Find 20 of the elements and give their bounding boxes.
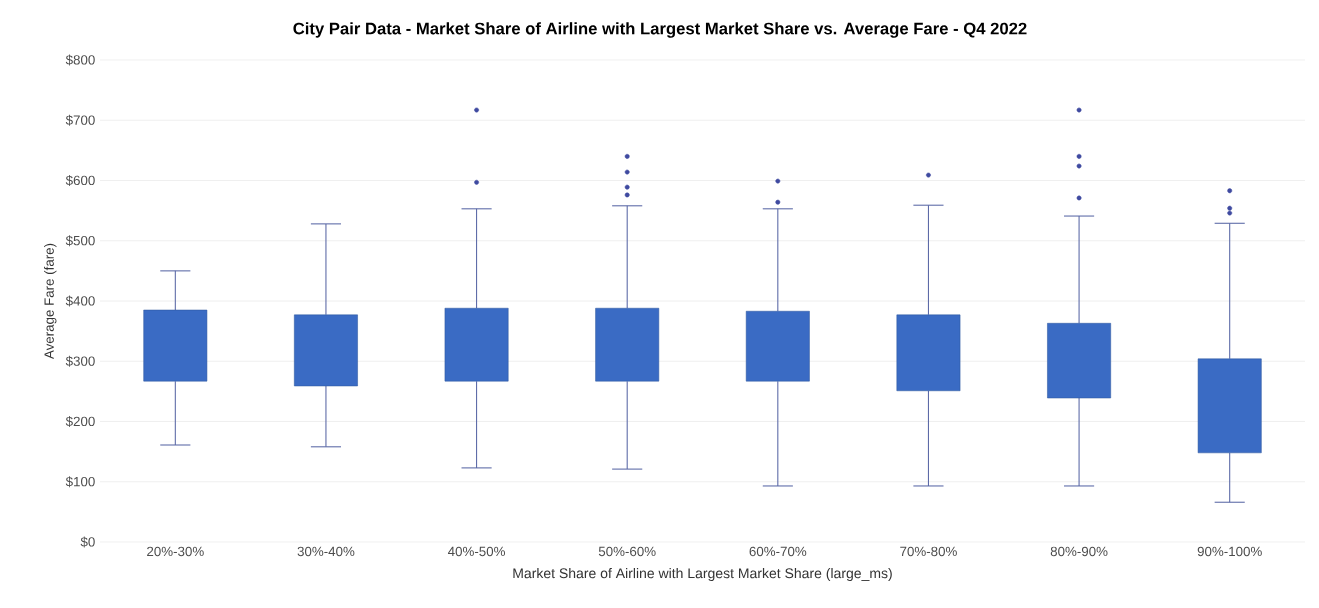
x-tick-label: 30%-40% (297, 546, 355, 557)
x-tick-label: 50%-60% (598, 546, 656, 557)
x-tick-label: 80%-90% (1050, 546, 1108, 557)
y-tick-label: $700 (65, 114, 95, 126)
chart-title: City Pair Data - Market Share of Airline with Largest Market Share vs. Average Fare - Q4 2022 (293, 22, 1027, 38)
x-tick-label: 90%-100% (1197, 546, 1262, 557)
y-axis-title: Average Fare (fare) (44, 243, 57, 360)
y-tick-label: $0 (80, 536, 95, 548)
y-tick-label: $400 (65, 295, 95, 307)
x-tick-label: 60%-70% (749, 546, 807, 557)
y-tick-label: $200 (65, 416, 95, 427)
y-tick-label: $500 (65, 235, 95, 247)
y-tick-label: $100 (65, 476, 95, 488)
y-tick-label: $600 (65, 175, 95, 186)
x-tick-label: 40%-50% (447, 546, 506, 557)
x-axis-title: Market Share of Airline with Largest Market Share (large_ms) (513, 567, 892, 582)
y-tick-label: $800 (65, 54, 95, 66)
y-tick-label: $300 (65, 355, 95, 367)
x-tick-label: 20%-30% (147, 546, 204, 557)
x-tick-label: 70%-80% (900, 546, 957, 557)
